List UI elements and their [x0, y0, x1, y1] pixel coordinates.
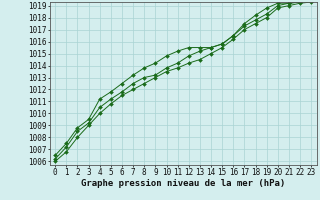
X-axis label: Graphe pression niveau de la mer (hPa): Graphe pression niveau de la mer (hPa) [81, 179, 285, 188]
